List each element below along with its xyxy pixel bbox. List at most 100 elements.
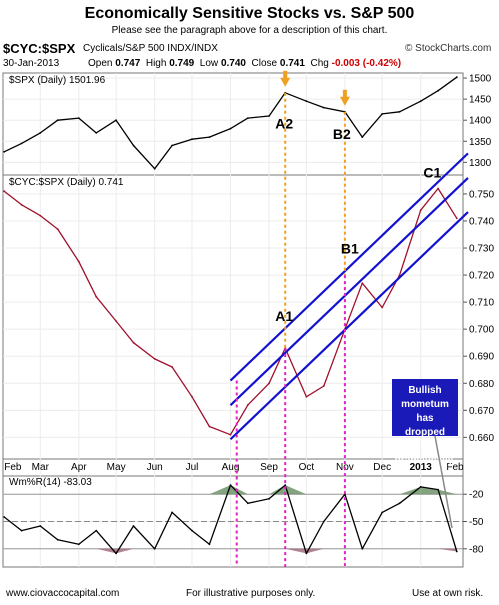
- arrow-a2-stem: [283, 70, 288, 79]
- wr-line-point: [419, 486, 422, 488]
- annotation-a1: A1: [275, 308, 293, 324]
- wr-line-point: [208, 543, 211, 546]
- wr-line-point: [132, 525, 135, 527]
- spx-line-point: [115, 119, 117, 122]
- spx-line-point: [361, 136, 364, 139]
- callout-box: [392, 379, 458, 436]
- x-tick-label: Feb: [4, 462, 22, 473]
- x-tick-label: May: [107, 462, 126, 473]
- wr-overbought-fill: [209, 485, 231, 495]
- spx-line-point: [322, 106, 325, 109]
- x-tick-label: Oct: [299, 462, 315, 473]
- cyc-ratio-line-point: [437, 187, 439, 190]
- annotation-b2: B2: [333, 126, 351, 142]
- wr-line-point: [191, 529, 193, 532]
- spx-line-point: [208, 136, 211, 139]
- wr-line-point: [381, 511, 384, 514]
- cyc-legend: $CYC:$SPX (Daily) 0.741: [9, 177, 124, 188]
- spx-line-point: [437, 89, 439, 92]
- wr-line-point: [153, 547, 156, 550]
- x-tick-label: Jun: [147, 462, 163, 473]
- spx-line-point: [229, 127, 232, 130]
- spx-line-point: [419, 100, 422, 103]
- cyc-ratio-line-point: [39, 214, 42, 217]
- callout-text: dropped: [405, 427, 445, 438]
- low-value: 0.740: [220, 58, 246, 69]
- cyc-ratio-line-point: [322, 385, 325, 387]
- wr-line-point: [39, 525, 42, 527]
- close-label: Close: [251, 58, 278, 69]
- y-tick-label: 1500: [469, 74, 492, 85]
- y-tick-label: 0.740: [469, 216, 494, 227]
- footer-website: www.ciovaccocapital.com: [6, 588, 120, 599]
- wr-oversold-fill: [116, 548, 134, 554]
- y-tick-label: -20: [469, 490, 484, 501]
- spx-line-point: [56, 119, 59, 122]
- plot-frame: [2, 72, 464, 568]
- wr-line-point: [361, 547, 364, 550]
- footer-disclaimer: For illustrative purposes only.: [186, 588, 316, 599]
- y-tick-label: 0.720: [469, 271, 494, 282]
- spx-line-point: [20, 142, 23, 145]
- callout-text: mometum: [401, 399, 449, 410]
- footer-risk: Use at own risk.: [412, 588, 484, 599]
- wr-line-point: [77, 543, 80, 546]
- x-tick-label: Apr: [71, 462, 87, 473]
- y-tick-label: -50: [469, 517, 484, 528]
- wr-line-point: [95, 529, 98, 532]
- cyc-ratio-line-point: [381, 306, 384, 309]
- wr-oversold-fill: [438, 548, 457, 552]
- wr-line-point: [268, 497, 270, 500]
- spx-line-point: [381, 113, 384, 115]
- y-tick-label: 0.660: [469, 433, 494, 444]
- chg-value: -0.003 (-0.42%): [331, 58, 402, 69]
- wr-line-point: [305, 552, 308, 555]
- callout-text: Bullish: [408, 385, 441, 396]
- spx-line-point: [247, 117, 249, 119]
- cyc-ratio-line-point: [171, 366, 174, 368]
- cyc-ratio-line-point: [95, 295, 98, 298]
- wr-overbought-fill: [420, 486, 439, 495]
- trend-channel-upper: [229, 152, 469, 382]
- wr-overbought-fill: [230, 485, 248, 495]
- symbol-description: Cyclicals/S&P 500 INDX/INDX: [83, 43, 218, 54]
- wr-legend: Wm%R(14) -83.03: [9, 477, 92, 488]
- trend-channel-middle: [229, 177, 469, 406]
- open-value: 0.747: [115, 58, 141, 69]
- wr-oversold-fill: [285, 548, 307, 554]
- arrow-b2: [339, 96, 350, 106]
- spx-line-point: [455, 76, 458, 79]
- wr-overbought-fill: [285, 485, 307, 495]
- y-tick-label: 1450: [469, 95, 492, 106]
- callout-text: dramatically.: [395, 455, 456, 466]
- wr-line-point: [115, 552, 117, 555]
- wr-line-point: [437, 488, 439, 491]
- spx-line-point: [171, 144, 174, 147]
- wr-line-point: [229, 484, 232, 486]
- x-tick-label: Jul: [186, 462, 199, 473]
- chart-title: Economically Sensitive Stocks vs. S&P 50…: [84, 5, 415, 22]
- spx-line-point: [398, 110, 401, 113]
- y-tick-label: 0.710: [469, 298, 494, 309]
- spx-line-point: [3, 150, 6, 153]
- spx-line-point: [77, 117, 80, 119]
- cyc-ratio-line-point: [419, 209, 422, 212]
- annotation-c1: C1: [423, 165, 441, 181]
- wr-line-point: [284, 484, 287, 486]
- high-value: 0.749: [169, 58, 195, 69]
- low-label: Low: [199, 58, 219, 69]
- y-tick-label: 1300: [469, 158, 492, 169]
- symbol-label: $CYC:$SPX: [3, 41, 76, 56]
- cyc-ratio-line-point: [56, 228, 59, 231]
- y-tick-label: 0.690: [469, 352, 494, 363]
- wr-overbought-fill: [438, 489, 457, 495]
- wr-line-point: [20, 529, 23, 532]
- y-tick-label: 1350: [469, 137, 492, 148]
- close-value: 0.741: [279, 58, 305, 69]
- wr-line-point: [56, 538, 59, 541]
- callout-pointer: [434, 435, 453, 529]
- chg-label: Chg: [310, 58, 329, 69]
- ohlc-readout: Open 0.747 High 0.749 Low 0.740 Close 0.…: [88, 58, 401, 69]
- callout-text: has: [416, 413, 434, 424]
